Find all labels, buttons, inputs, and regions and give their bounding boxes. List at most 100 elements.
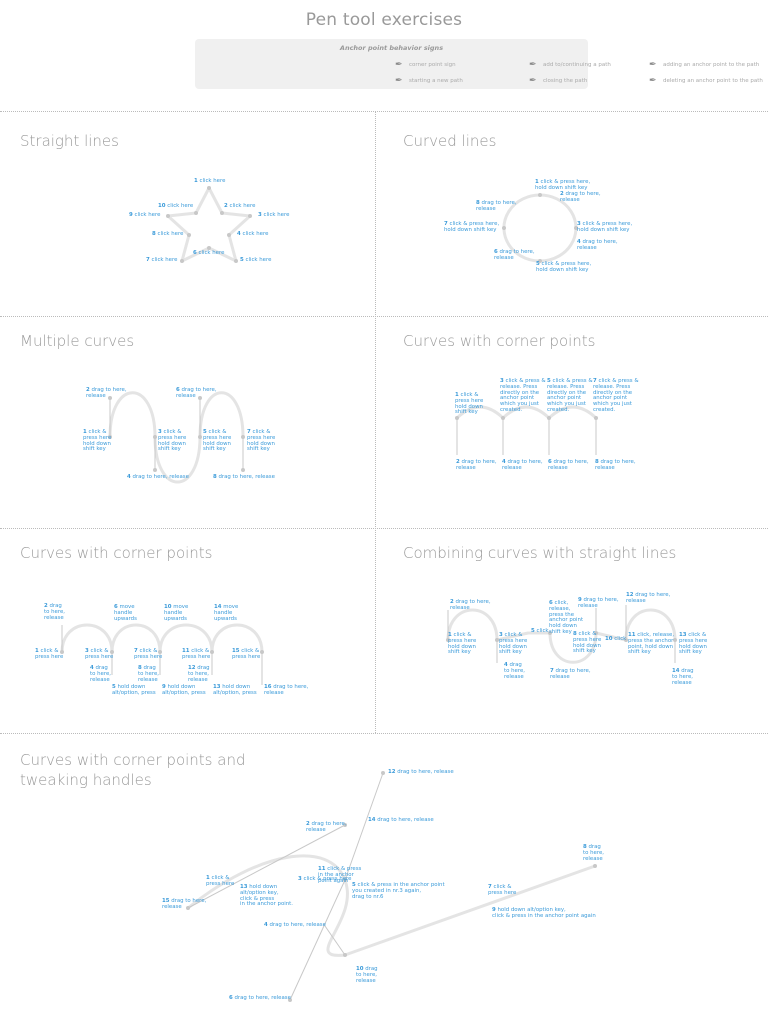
step-label: 3 click & press here [85, 648, 114, 660]
step-label: 4 drag to here, release [127, 474, 189, 480]
section-title-curves-corner-2: Curves with corner points [20, 544, 213, 562]
step-label: 5 click & press in the anchor point you … [352, 882, 445, 900]
step-label: 5 click & press & release. Press directl… [547, 378, 593, 413]
step-label: 3 click & press here hold down shift key [158, 429, 187, 453]
step-label: 12 drag to here, release [188, 665, 210, 683]
step-label: 4 drag to here, release [264, 922, 326, 928]
step-label: 15 click & press here [232, 648, 261, 660]
step-label: 3 click here [258, 212, 290, 218]
legend-item: ✒ deleting an anchor point to the path [649, 76, 763, 86]
step-label: 13 hold down alt/option key, click & pre… [240, 884, 293, 908]
step-label: 9 hold down alt/option key, click & pres… [492, 907, 596, 919]
step-label: 14 move handle upwards [214, 604, 239, 622]
step-label: 3 click & press here hold down shift key [499, 632, 528, 656]
step-label: 11 click & press here [182, 648, 211, 660]
divider [0, 111, 768, 112]
step-label: 2 drag to here, release [450, 599, 491, 611]
step-label: 4 drag to here, release [90, 665, 111, 683]
step-label: 6 drag to here, release [494, 249, 535, 261]
step-label: 6 move handle upwards [114, 604, 137, 622]
step-label: 8 drag to here, release [583, 844, 604, 862]
step-label: 5 click & press here, hold down shift ke… [536, 261, 592, 273]
step-label: 10 drag to here, release [356, 966, 378, 984]
step-label: 4 click here [237, 231, 269, 237]
section-title-curves-corner: Curves with corner points [403, 332, 596, 350]
step-label: 2 drag to here, release [86, 387, 127, 399]
step-label: 14 drag to here, release [672, 668, 694, 686]
pen-corner-icon: ✒ [395, 60, 403, 70]
step-label: 10 click here [158, 203, 194, 209]
step-label: 6 drag to here, release [176, 387, 217, 399]
pen-delete-icon: ✒ [649, 76, 657, 86]
pen-continue-icon: ✒ [529, 60, 537, 70]
step-label: 5 click here [240, 257, 272, 263]
step-label: 7 drag to here, release [550, 668, 591, 680]
step-label: 14 drag to here, release [368, 817, 434, 823]
step-label: 7 click & press here [134, 648, 163, 660]
divider [375, 111, 376, 733]
step-label: 7 click & press here hold down shift key [247, 429, 276, 453]
legend-item: ✒ add to/continuing a path [529, 60, 611, 70]
legend-item: ✒ closing the path [529, 76, 588, 86]
step-label: 1 click & press here [206, 875, 235, 887]
step-label: 1 click & press here, hold down shift ke… [535, 179, 591, 191]
circle-path [502, 193, 578, 263]
step-label: 8 drag to here, release [476, 200, 517, 212]
pen-new-icon: ✒ [395, 76, 403, 86]
step-label: 5 hold down alt/option, press [112, 684, 156, 696]
step-label: 8 click & press here hold down shift key [573, 631, 602, 655]
divider [0, 733, 768, 734]
step-label: 4 drag to here, release [577, 239, 618, 251]
combining-path [446, 608, 677, 664]
step-label: 13 hold down alt/option, press [213, 684, 257, 696]
step-label: 6 click here [193, 250, 225, 256]
step-label: 2 drag to here, release [44, 603, 65, 621]
section-title-tweaking: Curves with corner points and tweaking h… [20, 751, 246, 789]
legend-item: ✒ starting a new path [395, 76, 463, 86]
step-label: 7 click & press here, hold down shift ke… [444, 221, 500, 233]
step-label: 9 hold down alt/option, press [162, 684, 206, 696]
pen-close-icon: ✒ [529, 76, 537, 86]
step-label: 15 drag to here, release [162, 898, 207, 910]
step-label: 10 click [605, 636, 627, 642]
step-label: 5 click & press here hold down shift key [203, 429, 232, 453]
legend-item: ✒ adding an anchor point to the path [649, 60, 760, 70]
section-title-straight-lines: Straight lines [20, 132, 119, 150]
step-label: 6 drag to here, release [229, 995, 291, 1001]
step-label: 10 move handle upwards [164, 604, 189, 622]
page-title: Pen tool exercises [305, 10, 463, 30]
step-label: 2 drag to here, release [456, 459, 497, 471]
step-label: 13 click & press here hold down shift ke… [679, 632, 708, 656]
anchor-legend: Anchor point behavior signs ✒ corner poin… [195, 39, 763, 89]
step-label: 8 drag to here, release [595, 459, 636, 471]
step-label: 16 drag to here, release [264, 684, 309, 696]
pen-add-icon: ✒ [649, 60, 657, 70]
step-label: 12 drag to here, release [388, 769, 454, 775]
step-label: 1 click & press here [35, 648, 64, 660]
step-label: 1 click & press here hold down shift key [455, 392, 484, 416]
step-label: 1 click & press here hold down shift key [448, 632, 477, 656]
step-label: 7 click here [146, 257, 178, 263]
step-label: 4 drag to here, release [504, 662, 525, 680]
section-title-combining: Combining curves with straight lines [403, 544, 677, 562]
step-label: 11 click & press in the anchor point aga… [318, 866, 362, 884]
step-label: 7 click & press here [488, 884, 517, 896]
section-title-multiple-curves: Multiple curves [20, 332, 135, 350]
step-label: 8 drag to here, release [138, 665, 159, 683]
divider [0, 316, 768, 317]
step-label: 5 click [531, 628, 549, 634]
section-title-curved-lines: Curved lines [403, 132, 497, 150]
step-label: 4 drag to here, release [502, 459, 543, 471]
corner-curves-path [455, 405, 598, 420]
step-label: 8 drag to here, release [213, 474, 275, 480]
legend-title: Anchor point behavior signs [339, 44, 444, 52]
step-label: 7 click & press & release. Press directl… [593, 378, 639, 413]
step-label: 1 click here [194, 178, 226, 184]
step-label: 9 drag to here, release [578, 597, 619, 609]
step-label: 6 drag to here, release [548, 459, 589, 471]
step-label: 8 click here [152, 231, 184, 237]
legend-item: ✒ corner point sign [395, 60, 456, 70]
step-label: 9 click here [129, 212, 161, 218]
step-label: 2 click here [224, 203, 256, 209]
